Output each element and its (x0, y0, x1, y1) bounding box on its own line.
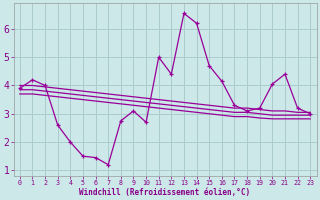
X-axis label: Windchill (Refroidissement éolien,°C): Windchill (Refroidissement éolien,°C) (79, 188, 251, 197)
